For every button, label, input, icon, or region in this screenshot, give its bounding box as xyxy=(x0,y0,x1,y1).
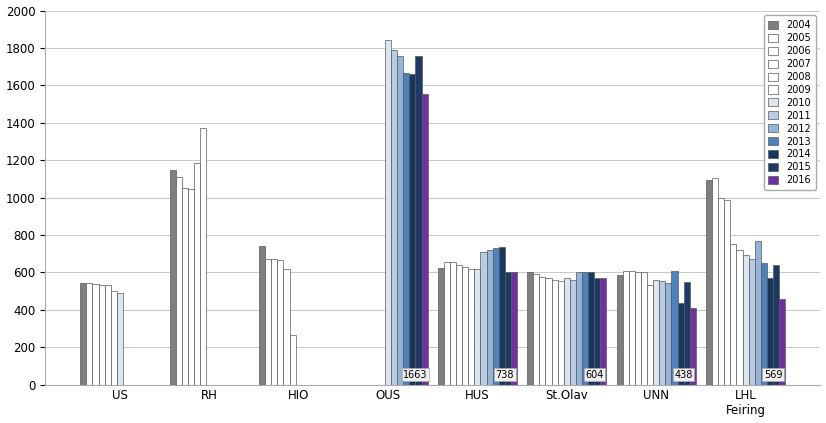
Bar xyxy=(176,177,182,385)
Bar xyxy=(415,56,421,385)
Bar xyxy=(391,50,397,385)
Bar xyxy=(570,280,576,385)
Bar xyxy=(564,278,570,385)
Bar xyxy=(534,274,539,385)
Bar xyxy=(576,272,582,385)
Bar xyxy=(505,272,511,385)
Bar xyxy=(779,299,786,385)
Bar xyxy=(582,272,588,385)
Bar xyxy=(712,178,718,385)
Bar xyxy=(283,269,290,385)
Bar xyxy=(730,244,737,385)
Bar xyxy=(265,259,271,385)
Bar xyxy=(444,262,450,385)
Bar xyxy=(558,281,564,385)
Bar xyxy=(539,277,545,385)
Bar xyxy=(463,267,468,385)
Bar xyxy=(724,201,730,385)
Bar xyxy=(743,255,748,385)
Bar xyxy=(499,247,505,385)
Bar xyxy=(468,269,474,385)
Bar xyxy=(647,285,653,385)
Bar xyxy=(182,188,188,385)
Bar xyxy=(410,74,415,385)
Bar xyxy=(111,291,116,385)
Bar xyxy=(456,265,463,385)
Bar xyxy=(737,250,743,385)
Bar xyxy=(659,281,665,385)
Bar xyxy=(641,272,647,385)
Bar xyxy=(98,285,105,385)
Bar xyxy=(773,265,779,385)
Legend: 2004, 2005, 2006, 2007, 2008, 2009, 2010, 2011, 2012, 2013, 2014, 2015, 2016: 2004, 2005, 2006, 2007, 2008, 2009, 2010… xyxy=(763,15,815,190)
Bar xyxy=(594,278,601,385)
Bar xyxy=(481,252,487,385)
Bar xyxy=(552,280,558,385)
Bar xyxy=(623,272,629,385)
Bar xyxy=(87,283,93,385)
Bar xyxy=(403,73,410,385)
Bar xyxy=(278,260,283,385)
Bar xyxy=(748,259,755,385)
Bar xyxy=(684,282,690,385)
Bar xyxy=(116,293,123,385)
Bar xyxy=(80,283,87,385)
Bar xyxy=(200,128,206,385)
Bar xyxy=(653,280,659,385)
Bar xyxy=(545,278,552,385)
Bar xyxy=(492,248,499,385)
Bar xyxy=(397,56,403,385)
Bar xyxy=(527,272,534,385)
Bar xyxy=(665,283,672,385)
Bar xyxy=(194,163,200,385)
Bar xyxy=(706,180,712,385)
Bar xyxy=(487,250,492,385)
Bar xyxy=(718,198,724,385)
Bar xyxy=(450,262,456,385)
Bar xyxy=(290,335,296,385)
Bar xyxy=(672,270,677,385)
Bar xyxy=(474,269,481,385)
Bar xyxy=(271,259,278,385)
Bar xyxy=(635,272,641,385)
Bar xyxy=(438,268,444,385)
Bar xyxy=(588,272,594,385)
Bar xyxy=(677,303,684,385)
Text: 569: 569 xyxy=(764,370,782,380)
Bar xyxy=(616,275,623,385)
Bar xyxy=(767,278,773,385)
Bar xyxy=(755,241,761,385)
Bar xyxy=(259,246,265,385)
Bar xyxy=(385,41,391,385)
Bar xyxy=(188,189,194,385)
Bar xyxy=(421,94,428,385)
Bar xyxy=(105,286,111,385)
Bar xyxy=(601,278,606,385)
Bar xyxy=(761,263,767,385)
Text: 604: 604 xyxy=(585,370,604,380)
Bar xyxy=(690,308,695,385)
Text: 438: 438 xyxy=(675,370,693,380)
Bar xyxy=(629,272,635,385)
Bar xyxy=(93,283,98,385)
Bar xyxy=(169,170,176,385)
Text: 1663: 1663 xyxy=(403,370,428,380)
Bar xyxy=(511,272,517,385)
Text: 738: 738 xyxy=(496,370,514,380)
